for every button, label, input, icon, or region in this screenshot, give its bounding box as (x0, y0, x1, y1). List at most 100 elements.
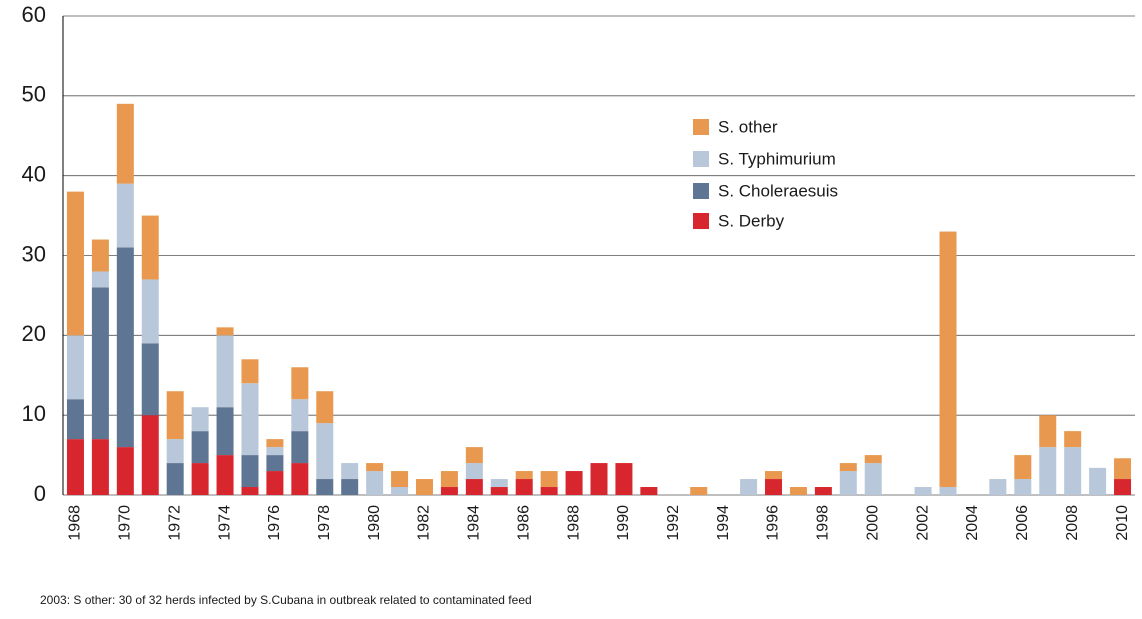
bar-segment (839, 463, 857, 472)
y-tick-label: 10 (22, 401, 46, 426)
bar-segment (341, 479, 359, 495)
bar-segment (166, 439, 184, 464)
bar-segment (66, 335, 84, 400)
bar-segment (91, 287, 109, 440)
x-tick-label: 1968 (67, 505, 84, 541)
x-tick-label: 2008 (1064, 505, 1081, 541)
bar-segment (216, 327, 234, 336)
x-tick-label: 1984 (466, 505, 483, 541)
x-tick-label: 1970 (117, 505, 134, 541)
bar-segment (341, 463, 359, 480)
x-tick-label: 1976 (266, 505, 283, 541)
bar-segment (141, 343, 159, 416)
x-tick-label: 2002 (914, 505, 931, 541)
bar-segment (291, 431, 309, 464)
bar-segment (864, 463, 882, 495)
bar-segment (66, 439, 84, 495)
bar-segment (989, 479, 1007, 495)
bar-segment (814, 487, 832, 495)
legend-label: S. Typhimurium (718, 149, 836, 168)
bar-segment (1064, 447, 1082, 495)
bar-segment (166, 463, 184, 495)
y-tick-label: 50 (22, 82, 46, 107)
bar-segment (216, 455, 234, 495)
y-tick-label: 60 (22, 2, 46, 27)
bar-segment (615, 463, 633, 495)
bar-segment (266, 471, 284, 495)
x-tick-label: 2006 (1014, 505, 1031, 541)
bar-segment (266, 455, 284, 472)
bar-segment (391, 471, 409, 488)
bar-segment (1064, 431, 1082, 448)
bar-segment (91, 439, 109, 495)
legend-label: S. Derby (718, 211, 785, 230)
bar-segment (241, 455, 259, 488)
legend-swatch (693, 213, 709, 229)
x-tick-label: 1986 (515, 505, 532, 541)
bar-segment (366, 463, 384, 472)
bar-segment (740, 479, 758, 495)
bar-segment (116, 447, 134, 495)
x-tick-label: 1978 (316, 505, 333, 541)
bar-segment (91, 271, 109, 288)
bar-segment (640, 487, 658, 495)
bar-segment (141, 215, 159, 280)
bar-segment (216, 335, 234, 408)
bar-segment (789, 487, 807, 495)
bar-segment (291, 463, 309, 495)
bar-segment (515, 479, 533, 495)
bar-segment (765, 479, 783, 495)
y-tick-label: 20 (22, 321, 46, 346)
bar-segment (66, 191, 84, 336)
bar-segment (141, 415, 159, 495)
bar-segment (540, 471, 558, 488)
x-tick-label: 2004 (964, 505, 981, 541)
bar-segment (839, 471, 857, 495)
bar-segment (116, 103, 134, 184)
x-tick-label: 2000 (864, 505, 881, 541)
x-tick-label: 1988 (565, 505, 582, 541)
bar-segment (66, 399, 84, 440)
bar-segment (216, 407, 234, 456)
y-tick-label: 30 (22, 241, 46, 266)
x-tick-label: 1974 (216, 505, 233, 541)
bar-segment (291, 367, 309, 400)
x-tick-label: 1998 (815, 505, 832, 541)
bar-segment (465, 447, 483, 464)
bar-segment (1089, 467, 1107, 495)
bar-segment (590, 463, 608, 495)
legend-swatch (693, 119, 709, 135)
x-tick-label: 1994 (715, 505, 732, 541)
x-tick-label: 1980 (366, 505, 383, 541)
bar-segment (241, 487, 259, 495)
bar-segment (191, 463, 209, 495)
legend-label: S. Choleraesuis (718, 181, 838, 200)
bar-segment (490, 479, 508, 488)
bar-segment (490, 487, 508, 495)
footnote: 2003: S other: 30 of 32 herds infected b… (40, 593, 532, 607)
bar-segment (690, 487, 708, 495)
x-tick-label: 1992 (665, 505, 682, 541)
legend-label: S. other (718, 117, 778, 136)
bar-segment (914, 487, 932, 495)
bar-segment (415, 479, 433, 495)
bar-segment (1039, 447, 1057, 495)
x-tick-label: 1972 (166, 505, 183, 541)
bar-segment (565, 471, 583, 495)
bar-segment (166, 391, 184, 440)
bar-segment (1114, 458, 1132, 480)
bar-segment (316, 423, 334, 480)
bar-segment (191, 407, 209, 432)
legend-swatch (693, 183, 709, 199)
bar-segment (864, 455, 882, 464)
bar-segment (440, 471, 458, 488)
bar-segment (291, 399, 309, 432)
bar-segment (316, 391, 334, 424)
y-tick-label: 40 (22, 161, 46, 186)
bar-segment (366, 471, 384, 495)
bar-segment (765, 471, 783, 480)
bar-segment (540, 487, 558, 495)
bar-segment (440, 487, 458, 495)
legend-swatch (693, 151, 709, 167)
bar-segment (141, 279, 159, 344)
